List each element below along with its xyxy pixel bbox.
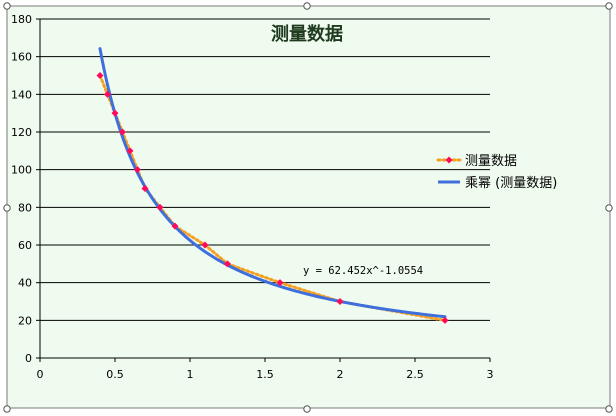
data-point-measured (201, 241, 209, 249)
plot-area (40, 19, 490, 358)
data-point-measured (336, 298, 344, 305)
resize-handle (3, 405, 11, 413)
y-tick-labels: 0 20 40 60 80 100 120 140 160 180 (11, 13, 32, 365)
data-point-measured (441, 316, 449, 324)
chart-title: 测量数据 (271, 23, 343, 45)
data-point-measured (111, 109, 119, 117)
trendline-equation: y = 62.452x^-1.0554 (303, 265, 423, 277)
y-tick-label: 0 (25, 352, 32, 365)
data-point-measured (156, 203, 164, 211)
y-tick-label: 60 (18, 239, 32, 252)
x-tick-label: 2.5 (406, 368, 424, 381)
x-tick-label: 0.5 (106, 368, 124, 381)
resize-handle (605, 405, 613, 413)
y-tick-label: 40 (18, 277, 32, 290)
y-tick-label: 180 (11, 13, 32, 26)
data-point-measured (119, 128, 126, 136)
resize-handle (605, 2, 613, 10)
legend-marker-measured (445, 156, 453, 164)
data-point-measured (276, 279, 284, 287)
selection-handles (3, 2, 613, 413)
resize-handle (3, 2, 11, 10)
x-tick-label: 1 (187, 368, 194, 381)
legend: 测量数据 乘幂 (测量数据) (436, 154, 557, 191)
y-tick-label: 120 (11, 126, 32, 139)
x-tick-label: 1.5 (256, 368, 274, 381)
y-tick-label: 80 (18, 201, 32, 214)
y-tick-label: 140 (11, 88, 32, 101)
legend-label-trendline: 乘幂 (测量数据) (465, 176, 557, 191)
data-point-measured (134, 166, 141, 174)
y-tick-label: 160 (11, 51, 32, 64)
data-point-measured (224, 260, 231, 268)
y-tick-label: 100 (11, 164, 32, 177)
resize-handle (605, 204, 613, 212)
x-tick-labels: 0 0.5 1 1.5 2 2.5 3 (37, 368, 494, 381)
data-point-measured (96, 72, 104, 79)
resize-handle (303, 405, 311, 413)
series-power-trendline (98, 47, 447, 319)
axes (36, 18, 491, 362)
legend-label-measured: 测量数据 (465, 154, 517, 169)
data-point-measured (141, 185, 149, 192)
resize-handle (3, 204, 11, 212)
resize-handle (303, 2, 311, 10)
y-tick-label: 20 (18, 314, 32, 327)
data-point-measured (171, 222, 179, 230)
x-tick-label: 3 (487, 368, 494, 381)
series-layer (96, 47, 449, 324)
data-point-measured (104, 90, 111, 98)
x-tick-label: 0 (37, 368, 44, 381)
gridlines (40, 18, 490, 321)
x-tick-label: 2 (337, 368, 344, 381)
data-point-measured (126, 147, 134, 155)
